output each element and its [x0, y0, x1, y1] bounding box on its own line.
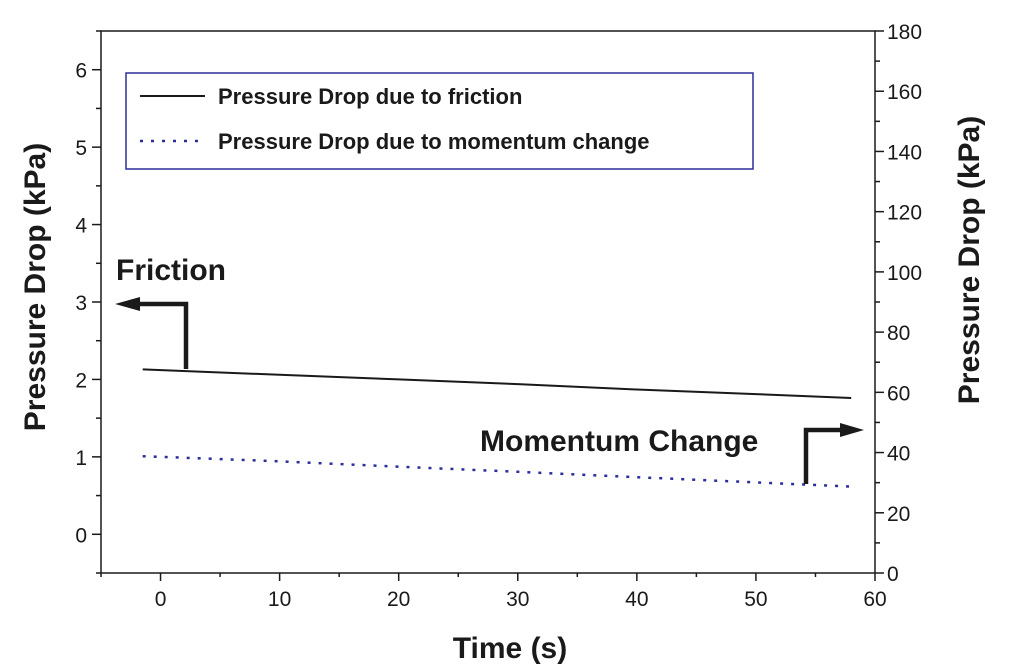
- legend-box: [125, 72, 754, 170]
- y-left-tick-label: 3: [75, 292, 87, 315]
- x-axis-ticks: 0 10 20 30 40 50 60: [100, 573, 887, 611]
- y-right-tick-label: 20: [887, 503, 910, 526]
- y-left-tick-label: 6: [75, 60, 87, 83]
- x-tick-label: 0: [155, 588, 167, 611]
- x-tick-label: 60: [863, 588, 886, 611]
- left-y-axis-title: Pressure Drop (kPa): [19, 143, 52, 431]
- y-left-tick-label: 0: [75, 524, 87, 547]
- x-tick-label: 30: [506, 588, 529, 611]
- legend-label-friction: Pressure Drop due to friction: [218, 84, 522, 109]
- x-tick-label: 50: [744, 588, 767, 611]
- x-tick-label: 20: [387, 588, 410, 611]
- y-right-tick-label: 40: [887, 443, 910, 466]
- x-tick-label: 40: [625, 588, 648, 611]
- left-y-axis-ticks: 0 1 2 3 4 5 6: [75, 30, 101, 574]
- momentum-annotation-label: Momentum Change: [480, 425, 758, 458]
- friction-arrow-shaft: [138, 301, 189, 369]
- y-right-tick-label: 180: [887, 21, 922, 44]
- friction-arrow-head: [115, 297, 140, 311]
- legend-label-momentum: Pressure Drop due to momentum change: [218, 129, 650, 154]
- y-right-tick-label: 80: [887, 322, 910, 345]
- y-left-tick-label: 2: [75, 369, 87, 392]
- y-left-tick-label: 4: [75, 215, 87, 238]
- y-left-tick-label: 1: [75, 447, 87, 470]
- y-right-tick-label: 160: [887, 81, 922, 104]
- momentum-annotation: Momentum Change: [480, 423, 864, 484]
- x-axis-title: Time (s): [453, 632, 567, 665]
- y-right-tick-label: 60: [887, 382, 910, 405]
- legend: Pressure Drop due to friction Pressure D…: [125, 72, 754, 170]
- y-right-tick-label: 0: [887, 563, 899, 586]
- series-line-momentum-change: [142, 454, 852, 488]
- momentum-arrow-shaft: [803, 427, 842, 484]
- series-layer: [142, 368, 852, 488]
- y-right-tick-label: 120: [887, 202, 922, 225]
- y-left-tick-label: 5: [75, 137, 87, 160]
- x-tick-label: 10: [268, 588, 291, 611]
- right-y-axis-ticks: 0 20 40 60 80 100 120 140 160 180: [875, 21, 922, 586]
- y-right-tick-label: 100: [887, 262, 922, 285]
- friction-annotation: Friction: [115, 254, 226, 369]
- y-right-tick-label: 140: [887, 141, 922, 164]
- friction-annotation-label: Friction: [116, 254, 226, 287]
- right-y-axis-title: Pressure Drop (kPa): [953, 116, 986, 404]
- momentum-arrow-head: [840, 423, 864, 437]
- series-line-friction: [142, 368, 852, 399]
